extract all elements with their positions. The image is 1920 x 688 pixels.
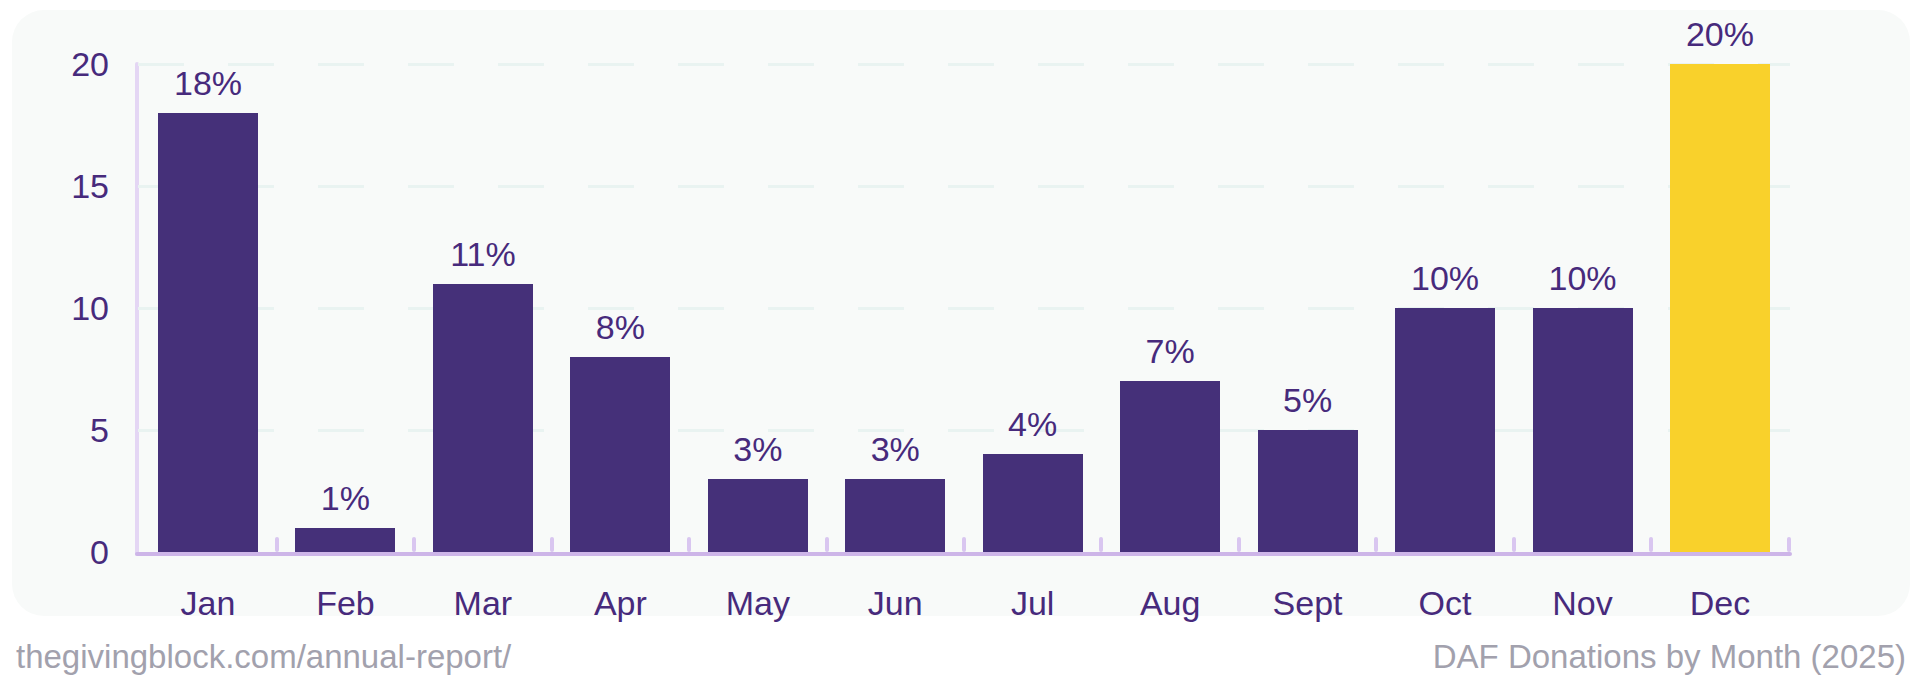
bar-value-label-dec: 20% xyxy=(1640,17,1800,51)
x-axis-tick xyxy=(1512,537,1516,552)
x-axis-tick-label-dec: Dec xyxy=(1640,585,1800,621)
x-axis-tick xyxy=(412,537,416,552)
bar-value-label-sept: 5% xyxy=(1228,383,1388,417)
bar-feb xyxy=(295,528,395,552)
bar-apr xyxy=(570,357,670,552)
x-axis-tick-label-apr: Apr xyxy=(540,585,700,621)
bar-jun xyxy=(845,479,945,552)
x-axis-tick xyxy=(275,537,279,552)
bar-value-label-nov: 10% xyxy=(1503,261,1663,295)
footer: thegivingblock.com/annual-report/ DAF Do… xyxy=(0,632,1920,682)
bar-may xyxy=(708,479,808,552)
bar-value-label-oct: 10% xyxy=(1365,261,1525,295)
x-axis-tick-label-mar: Mar xyxy=(403,585,563,621)
x-axis-tick-label-oct: Oct xyxy=(1365,585,1525,621)
chart-caption: DAF Donations by Month (2025) xyxy=(1433,632,1906,682)
x-axis-tick-label-nov: Nov xyxy=(1503,585,1663,621)
x-axis-tick xyxy=(825,537,829,552)
x-axis-tick-label-may: May xyxy=(678,585,838,621)
x-axis-tick xyxy=(1237,537,1241,552)
x-axis-tick xyxy=(1099,537,1103,552)
y-axis-tick-label-20: 20 xyxy=(12,44,109,84)
y-axis-tick-label-15: 15 xyxy=(12,166,109,206)
bar-value-label-feb: 1% xyxy=(265,481,425,515)
bar-jul xyxy=(983,454,1083,552)
y-axis-tick-label-5: 5 xyxy=(12,410,109,450)
x-axis-tick xyxy=(1787,537,1791,552)
x-axis-tick xyxy=(1374,537,1378,552)
bar-value-label-mar: 11% xyxy=(403,237,563,271)
bar-sept xyxy=(1258,430,1358,552)
x-axis-tick-label-aug: Aug xyxy=(1090,585,1250,621)
source-url-text: thegivingblock.com/annual-report/ xyxy=(16,632,511,682)
x-axis-tick xyxy=(550,537,554,552)
x-axis-tick-label-jul: Jul xyxy=(953,585,1113,621)
y-axis-tick-label-0: 0 xyxy=(12,532,109,572)
bar-mar xyxy=(433,284,533,552)
x-axis-tick xyxy=(687,537,691,552)
y-axis-tick-label-10: 10 xyxy=(12,288,109,328)
bar-jan xyxy=(158,113,258,552)
x-axis-tick-label-jun: Jun xyxy=(815,585,975,621)
chart-card: 18%1%11%8%3%3%4%7%5%10%10%20% 05101520Ja… xyxy=(12,10,1910,616)
bar-value-label-jun: 3% xyxy=(815,432,975,466)
x-axis-tick-label-feb: Feb xyxy=(265,585,425,621)
x-axis-tick xyxy=(962,537,966,552)
bar-aug xyxy=(1120,381,1220,552)
bar-dec xyxy=(1670,64,1770,552)
x-axis-line xyxy=(135,552,1792,556)
plot-area: 18%1%11%8%3%3%4%7%5%10%10%20% xyxy=(12,10,1910,552)
bar-nov xyxy=(1533,308,1633,552)
bar-value-label-jan: 18% xyxy=(128,66,288,100)
bar-value-label-may: 3% xyxy=(678,432,838,466)
bar-value-label-jul: 4% xyxy=(953,407,1113,441)
bar-value-label-apr: 8% xyxy=(540,310,700,344)
x-axis-tick-label-jan: Jan xyxy=(128,585,288,621)
bar-oct xyxy=(1395,308,1495,552)
x-axis-tick-label-sept: Sept xyxy=(1228,585,1388,621)
bar-value-label-aug: 7% xyxy=(1090,334,1250,368)
x-axis-tick xyxy=(1649,537,1653,552)
